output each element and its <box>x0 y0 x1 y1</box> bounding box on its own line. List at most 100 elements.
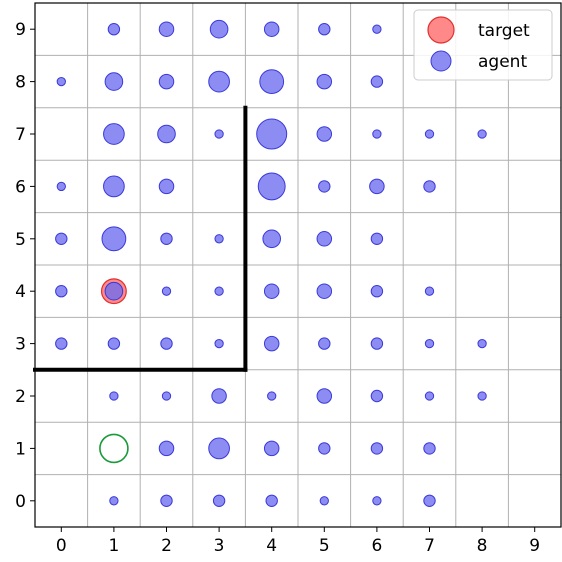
y-tick-label: 0 <box>15 492 26 512</box>
y-tick-label: 9 <box>15 20 26 40</box>
agent-point <box>477 391 487 401</box>
agent-point <box>161 286 172 296</box>
agent-point <box>103 175 125 198</box>
agent-point <box>370 75 384 88</box>
x-tick-label: 5 <box>319 536 330 556</box>
agent-point <box>158 178 175 195</box>
agent-point <box>107 23 121 36</box>
agent-point <box>370 389 384 403</box>
y-tick-label: 2 <box>15 387 26 407</box>
agent-point <box>372 129 382 139</box>
ticks: 0 1 2 3 4 5 6 7 8 9 0 1 2 3 4 5 6 7 8 9 <box>15 20 540 556</box>
agent-point <box>160 232 173 246</box>
agent-point <box>161 391 172 401</box>
legend: target agent <box>413 9 553 81</box>
agent-point <box>424 286 435 296</box>
agent-point <box>318 23 331 36</box>
agent-point <box>55 337 68 350</box>
x-tick-label: 3 <box>214 536 225 556</box>
legend-agent-label: agent <box>478 52 527 72</box>
agent-point <box>263 21 280 37</box>
agent-series <box>55 19 487 507</box>
agent-point <box>316 388 333 404</box>
agent-point <box>56 76 66 87</box>
x-tick-label: 0 <box>56 536 67 556</box>
agent-point <box>263 440 280 457</box>
agent-point <box>158 21 175 37</box>
x-tick-label: 8 <box>477 536 488 556</box>
y-tick-label: 8 <box>15 73 26 93</box>
agent-point <box>263 283 280 299</box>
agent-point <box>158 440 175 457</box>
agent-point <box>212 494 226 507</box>
agent-point <box>214 286 224 296</box>
agent-point <box>372 24 382 34</box>
agent-point <box>263 335 280 352</box>
agent-point <box>265 494 278 507</box>
start-ring-marker <box>99 433 129 464</box>
agent-point <box>56 181 66 192</box>
x-tick-label: 4 <box>266 536 277 556</box>
x-tick-label: 1 <box>108 536 119 556</box>
agent-point <box>370 232 384 246</box>
agent-point <box>424 129 435 139</box>
agent-point <box>214 129 224 139</box>
x-tick-label: 7 <box>424 536 435 556</box>
agent-point <box>424 391 435 401</box>
agent-point <box>208 437 230 460</box>
agent-point <box>370 442 384 455</box>
y-tick-label: 4 <box>15 282 26 302</box>
agent-point <box>370 337 384 350</box>
x-tick-label: 9 <box>529 536 540 556</box>
y-tick-label: 1 <box>15 439 26 459</box>
agent-point <box>423 442 436 455</box>
agent-point <box>104 281 124 301</box>
agent-point <box>107 337 121 350</box>
agent-point <box>256 118 288 150</box>
agent-point <box>259 69 285 94</box>
agent-point <box>316 73 333 90</box>
agent-point <box>262 229 282 249</box>
agent-point <box>318 442 331 455</box>
legend-target-marker <box>427 16 455 44</box>
agent-point <box>370 285 384 298</box>
agent-point <box>109 391 119 401</box>
agent-point <box>211 388 227 404</box>
y-tick-label: 3 <box>15 335 26 355</box>
agent-point <box>423 180 436 193</box>
agent-point <box>157 124 176 144</box>
agent-point <box>369 178 385 195</box>
agent-point <box>160 494 173 507</box>
agent-point <box>158 73 175 90</box>
agent-point <box>104 72 124 91</box>
y-tick-label: 6 <box>15 177 26 197</box>
legend-agent-marker <box>430 50 452 72</box>
start-marker <box>99 433 129 464</box>
agent-point <box>318 180 331 193</box>
agent-point <box>214 338 224 349</box>
agent-point <box>209 19 229 39</box>
agent-point <box>316 126 333 142</box>
legend-target-label: target <box>478 21 530 41</box>
agent-point <box>214 234 224 244</box>
agent-point <box>372 496 382 506</box>
axes-frame <box>34 2 562 528</box>
walls <box>33 105 248 372</box>
agent-point <box>109 496 119 506</box>
y-tick-label: 5 <box>15 230 26 250</box>
agent-point <box>424 338 435 349</box>
agent-point <box>103 123 125 145</box>
agent-point <box>477 129 487 139</box>
agent-point <box>55 232 68 246</box>
agent-point <box>423 494 436 507</box>
agent-point <box>477 338 487 349</box>
agent-point <box>267 391 277 401</box>
agent-point <box>319 496 329 506</box>
x-tick-label: 6 <box>371 536 382 556</box>
agent-point <box>318 337 331 350</box>
agent-point <box>101 226 127 252</box>
agent-point <box>316 231 333 247</box>
agent-point <box>316 283 333 299</box>
agent-point <box>160 337 173 350</box>
